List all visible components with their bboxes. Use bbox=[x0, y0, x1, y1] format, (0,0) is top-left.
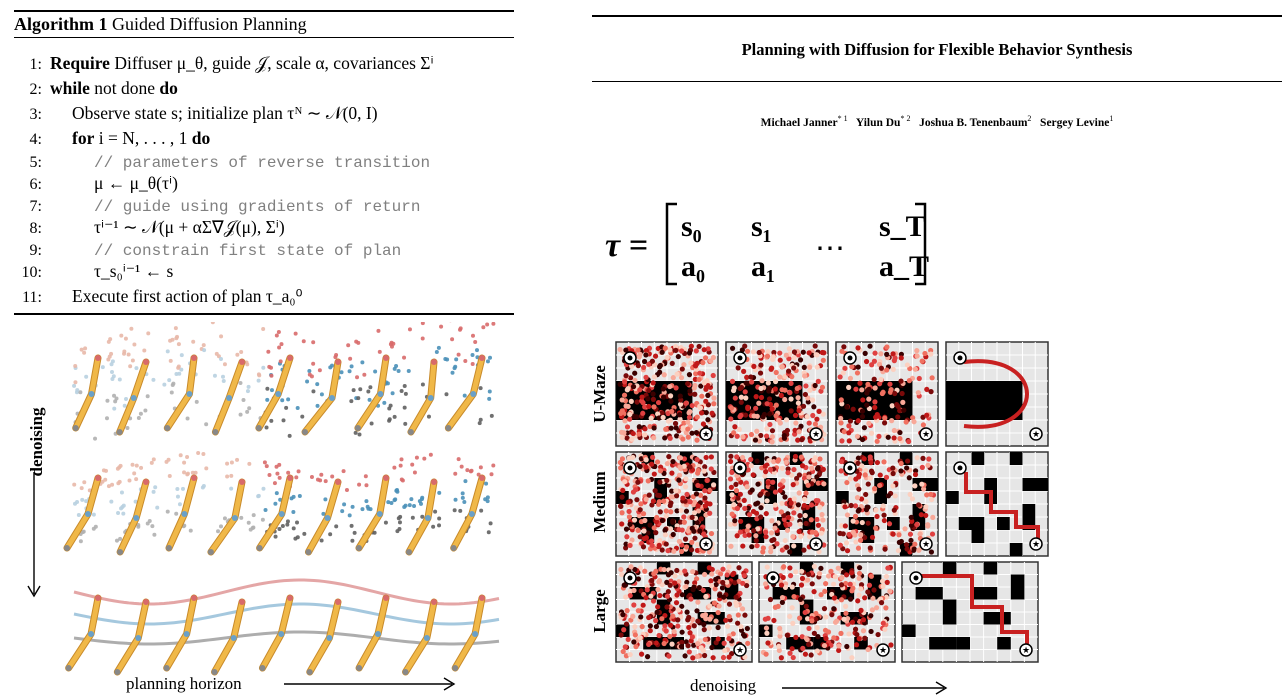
keyword: do bbox=[191, 128, 211, 148]
maze-panel: ★ bbox=[615, 341, 719, 447]
keyword: for bbox=[72, 128, 95, 148]
line-text: Diffuser μ_θ, guide 𝒥, scale α, covarian… bbox=[109, 53, 434, 73]
line-text: τⁱ⁻¹ ∼ 𝒩(μ + αΣ∇𝒥(μ), Σⁱ) bbox=[94, 217, 285, 237]
algorithm-label: Algorithm 1 bbox=[14, 14, 108, 34]
maze-panel: ★ bbox=[615, 561, 753, 663]
line-text: Observe state s; initialize plan τᴺ ∼ 𝒩(… bbox=[72, 103, 378, 123]
svg-text:★: ★ bbox=[702, 430, 710, 440]
line-number: 8: bbox=[29, 220, 42, 237]
algorithm-line: 7: // guide using gradients of return bbox=[14, 194, 421, 218]
maze-panel: ★ bbox=[725, 451, 829, 557]
maze-panel: ★ bbox=[901, 561, 1039, 663]
svg-text:★: ★ bbox=[702, 540, 710, 550]
matrix-a0: a₀ bbox=[681, 250, 705, 283]
row-label-umaze: U-Maze bbox=[590, 365, 609, 423]
matrix-dots: ⋯ bbox=[815, 232, 845, 265]
algorithm-line: 3: Observe state s; initialize plan τᴺ ∼ … bbox=[14, 102, 378, 126]
algorithm-line: 4: for i = N, . . . , 1 do bbox=[14, 127, 211, 151]
matrix-s0: s₀ bbox=[681, 210, 702, 243]
maze-x-label: denoising bbox=[690, 676, 757, 695]
svg-text:★: ★ bbox=[1022, 646, 1030, 656]
walker-x-label: planning horizon bbox=[126, 674, 242, 693]
matrix-a1: a₁ bbox=[751, 250, 775, 283]
code-comment: // guide using gradients of return bbox=[94, 198, 421, 216]
line-text: not done bbox=[89, 78, 160, 98]
algorithm-line: 10: τ_s₀ⁱ⁻¹ ← s bbox=[14, 260, 174, 284]
algo-bottom-rule bbox=[14, 313, 514, 315]
right-bracket bbox=[915, 202, 927, 286]
algorithm-line: 1: Require Diffuser μ_θ, guide 𝒥, scale α… bbox=[14, 52, 434, 76]
walker-plot bbox=[27, 318, 500, 691]
algorithm-line: 8: τⁱ⁻¹ ∼ 𝒩(μ + αΣ∇𝒥(μ), Σⁱ) bbox=[14, 216, 285, 240]
line-text: τ_s₀ⁱ⁻¹ ← s bbox=[94, 261, 174, 281]
algorithm-line: 5: // parameters of reverse transition bbox=[14, 150, 431, 174]
maze-panel: ★ bbox=[615, 451, 719, 557]
maze-panel: ★ bbox=[835, 341, 939, 447]
maze-panel: ★ bbox=[945, 341, 1049, 447]
maze-panels: ★ ★ ★ ★ ★ ★ ★ ★ ★ ★ ★ bbox=[615, 341, 1049, 663]
line-number: 9: bbox=[29, 242, 42, 259]
svg-text:★: ★ bbox=[922, 430, 930, 440]
line-number: 11: bbox=[22, 289, 42, 306]
paper-title: Planning with Diffusion for Flexible Beh… bbox=[741, 40, 1133, 59]
line-number: 3: bbox=[29, 106, 42, 123]
keyword: while bbox=[50, 78, 90, 98]
algo-top-rule bbox=[14, 10, 514, 12]
matrix-sT: s_T bbox=[879, 210, 926, 243]
algorithm-line: 11: Execute first action of plan τ_a₀⁰ bbox=[14, 285, 303, 309]
svg-text:★: ★ bbox=[922, 540, 930, 550]
line-number: 10: bbox=[21, 264, 42, 281]
code-comment: // constrain first state of plan bbox=[94, 242, 402, 260]
svg-text:★: ★ bbox=[812, 430, 820, 440]
keyword: do bbox=[159, 78, 178, 98]
author-3: Joshua B. Tenenbaum bbox=[919, 116, 1028, 129]
author-1: Michael Janner bbox=[760, 116, 838, 129]
author-4: Sergey Levine bbox=[1040, 116, 1110, 129]
maze-panel: ★ bbox=[758, 561, 896, 663]
line-text: Execute first action of plan τ_a₀⁰ bbox=[72, 286, 303, 306]
maze-panel: ★ bbox=[945, 451, 1049, 557]
walker-y-label: denoising bbox=[27, 407, 46, 477]
svg-text:★: ★ bbox=[812, 540, 820, 550]
keyword: Require bbox=[50, 53, 110, 73]
row-label-large: Large bbox=[590, 589, 609, 633]
line-number: 7: bbox=[29, 198, 42, 215]
algo-title-rule bbox=[14, 37, 514, 38]
code-comment: // parameters of reverse transition bbox=[94, 154, 431, 172]
line-number: 5: bbox=[29, 154, 42, 171]
svg-text:★: ★ bbox=[1032, 430, 1040, 440]
algorithm-title: Guided Diffusion Planning bbox=[112, 14, 307, 34]
line-text: μ ← μ_θ(τⁱ) bbox=[94, 173, 178, 193]
line-number: 1: bbox=[29, 56, 42, 73]
algorithm-line: 6: μ ← μ_θ(τⁱ) bbox=[14, 172, 178, 196]
walker-figure: denoising planning horizon bbox=[14, 318, 514, 698]
paper-title-rule bbox=[592, 81, 1282, 82]
svg-text:★: ★ bbox=[879, 646, 887, 656]
maze-panel: ★ bbox=[725, 341, 829, 447]
line-text: i = N, . . . , 1 bbox=[94, 128, 192, 148]
algorithm-heading: Algorithm 1 Guided Diffusion Planning bbox=[14, 14, 307, 35]
paper-authors: Michael Janner* 1 Yilun Du* 2 Joshua B. … bbox=[760, 114, 1114, 129]
line-number: 6: bbox=[29, 176, 42, 193]
row-label-medium: Medium bbox=[590, 471, 609, 533]
matrix-s1: s₁ bbox=[751, 210, 772, 243]
algorithm-line: 9: // constrain first state of plan bbox=[14, 238, 402, 262]
algorithm-line: 2: while not done do bbox=[14, 77, 178, 101]
maze-panel: ★ bbox=[835, 451, 939, 557]
svg-text:★: ★ bbox=[736, 646, 744, 656]
left-bracket bbox=[665, 202, 677, 286]
line-number: 4: bbox=[29, 131, 42, 148]
maze-x-arrow bbox=[782, 681, 948, 695]
svg-text:★: ★ bbox=[1032, 540, 1040, 550]
equation-graphic: τ = s₀ s₁ s_T a₀ a₁ a_T ⋯ bbox=[605, 202, 929, 286]
author-2: Yilun Du bbox=[855, 116, 901, 129]
paper-top-rule bbox=[592, 15, 1282, 17]
line-number: 2: bbox=[29, 81, 42, 98]
equation-lhs: τ = bbox=[605, 227, 648, 264]
trajectory-equation: τ = s₀ s₁ s_T a₀ a₁ a_T ⋯ bbox=[605, 200, 945, 286]
matrix-aT: a_T bbox=[879, 250, 929, 283]
